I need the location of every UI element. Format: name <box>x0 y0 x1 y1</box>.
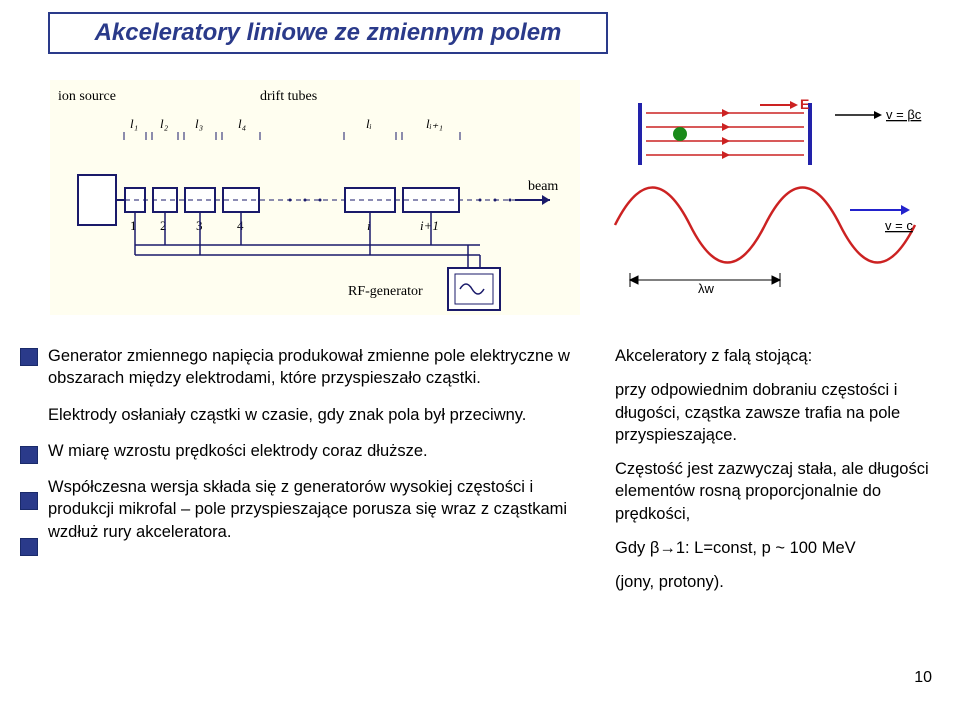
page-number: 10 <box>914 669 932 687</box>
bullet-square <box>20 446 38 464</box>
l-label: l₄ <box>238 116 247 131</box>
para: Akceleratory z falą stojącą: <box>615 345 940 367</box>
ion-source-label: ion source <box>58 89 116 104</box>
linac-diagram: ion source drift tubes l₁ l₂ l₃ l₄ lᵢ lᵢ… <box>50 80 580 315</box>
para: (jony, protony). <box>615 571 940 593</box>
title-bar: Akceleratory liniowe ze zmiennym polem <box>48 12 608 54</box>
left-column: Generator zmiennego napięcia produkował … <box>48 345 583 557</box>
lambda-label: λw <box>698 281 715 295</box>
e-label: E <box>800 96 809 112</box>
para: W miarę wzrostu prędkości elektrody cora… <box>48 440 583 462</box>
para: przy odpowiednim dobraniu częstości i dł… <box>615 379 940 446</box>
para: Gdy β→1: L=const, p ~ 100 MeV <box>615 537 940 559</box>
para: Częstość jest zazwyczaj stała, ale długo… <box>615 458 940 525</box>
bullet-square <box>20 348 38 366</box>
rf-label: RF-generator <box>348 284 423 299</box>
right-column: Akceleratory z falą stojącą: przy odpowi… <box>615 345 940 605</box>
para: Elektrody osłaniały cząstki w czasie, gd… <box>48 404 583 426</box>
l-label: lᵢ₊₁ <box>426 116 443 131</box>
l-label: l₁ <box>130 116 138 131</box>
l-label: l₃ <box>195 116 203 131</box>
para: Współczesna wersja składa się z generato… <box>48 476 583 543</box>
drift-tubes-label: drift tubes <box>260 89 317 104</box>
para: Generator zmiennego napięcia produkował … <box>48 345 583 390</box>
vbc-label: v = βc <box>886 107 922 122</box>
bullet-square <box>20 492 38 510</box>
bullet-square <box>20 538 38 556</box>
page-title: Akceleratory liniowe ze zmiennym polem <box>95 19 562 47</box>
l-label: lᵢ <box>366 116 372 131</box>
tube-num: i+1 <box>420 218 439 233</box>
l-label: l₂ <box>160 116 169 131</box>
wave-diagram: E v = βc v = c λw <box>610 95 930 295</box>
vc-label: v = c <box>885 218 913 233</box>
beam-label: beam <box>528 179 558 194</box>
